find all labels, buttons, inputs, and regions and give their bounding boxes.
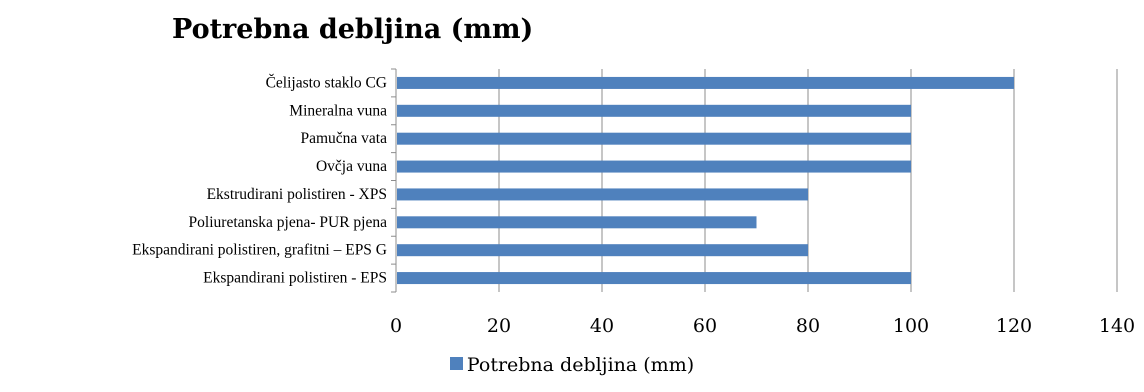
bar-4	[397, 188, 808, 201]
bar-6	[397, 244, 808, 257]
x-tick-label-60: 60	[693, 315, 717, 337]
category-label-3: Ovčja vuna	[316, 158, 387, 175]
category-labels: Čelijasto staklo CG Mineralna vuna Pamučna…	[132, 74, 387, 286]
bar-3	[397, 160, 911, 173]
category-label-5: Poliuretanska pjena- PUR pjena	[189, 214, 388, 231]
bar-5	[397, 216, 757, 229]
x-tick-label-140: 140	[1099, 315, 1135, 337]
x-tick-label-0: 0	[390, 315, 402, 337]
legend-label: Potrebna debljina (mm)	[466, 354, 695, 376]
category-label-4: Ekstrudirani polistiren - XPS	[207, 186, 387, 203]
bar-7	[397, 272, 911, 285]
chart-title: Potrebna debljina (mm)	[172, 14, 534, 45]
x-tick-label-80: 80	[796, 315, 820, 337]
bar-1	[397, 104, 911, 117]
category-label-0: Čelijasto staklo CG	[266, 74, 387, 91]
x-tick-label-120: 120	[996, 315, 1032, 337]
bars	[397, 76, 1014, 285]
legend-swatch	[449, 356, 463, 370]
bar-2	[397, 132, 911, 145]
axes	[391, 68, 397, 293]
bar-0	[397, 76, 1014, 89]
gridlines	[498, 69, 1118, 292]
x-tick-label-40: 40	[590, 315, 614, 337]
category-label-1: Mineralna vuna	[289, 102, 387, 119]
category-label-2: Pamučna vata	[300, 130, 387, 147]
legend: Potrebna debljina (mm)	[0, 354, 1144, 376]
x-tick-labels: 0 20 40 60 80 100 120 140	[390, 315, 1135, 337]
x-tick-label-20: 20	[487, 315, 511, 337]
category-label-6: Ekspandirani polistiren, grafitni – EPS …	[132, 242, 387, 259]
category-label-7: Ekspandirani polistiren - EPS	[203, 270, 387, 287]
x-tick-label-100: 100	[893, 315, 929, 337]
